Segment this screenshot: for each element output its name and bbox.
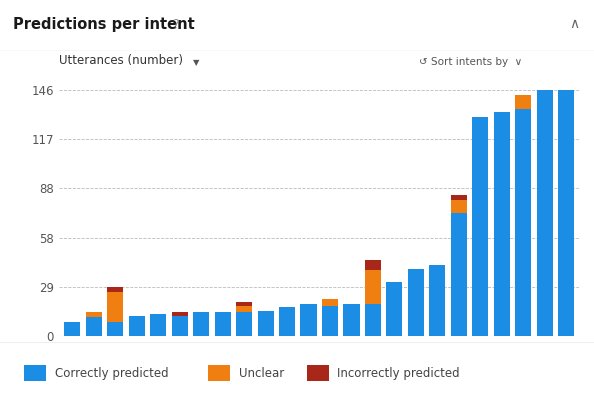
FancyBboxPatch shape (307, 365, 329, 381)
Bar (343, 304, 359, 336)
Bar (172, 315, 188, 336)
X-axis label: Intents (name): Intents (name) (273, 347, 365, 360)
Bar (386, 282, 403, 336)
Bar (172, 312, 188, 315)
Text: ?: ? (169, 18, 180, 31)
Text: ↺ Sort intents by  ∨: ↺ Sort intents by ∨ (419, 57, 523, 67)
Bar (322, 306, 338, 336)
Bar (86, 312, 102, 317)
Bar (408, 269, 424, 336)
Bar (107, 287, 124, 292)
Bar (429, 265, 446, 336)
Bar (515, 96, 532, 109)
Bar (537, 90, 553, 336)
Text: Utterances (number): Utterances (number) (59, 54, 184, 67)
Bar (258, 311, 274, 336)
Bar (558, 90, 574, 336)
Bar (451, 200, 467, 213)
Bar (365, 260, 381, 270)
Text: ∧: ∧ (569, 18, 579, 31)
Text: ▼: ▼ (193, 58, 200, 67)
Bar (129, 315, 145, 336)
Bar (64, 322, 80, 336)
Bar (451, 195, 467, 200)
Bar (107, 292, 124, 322)
FancyBboxPatch shape (24, 365, 46, 381)
Text: Predictions per intent: Predictions per intent (13, 17, 195, 32)
Bar (279, 307, 295, 336)
Bar (301, 304, 317, 336)
Text: Correctly predicted: Correctly predicted (55, 367, 168, 380)
Text: Unclear: Unclear (239, 367, 284, 380)
FancyBboxPatch shape (208, 365, 230, 381)
Bar (365, 304, 381, 336)
Bar (322, 299, 338, 306)
Bar (365, 270, 381, 304)
Bar (193, 312, 209, 336)
Bar (494, 112, 510, 336)
Bar (150, 314, 166, 336)
Bar (214, 312, 230, 336)
Bar (107, 322, 124, 336)
Bar (236, 302, 252, 306)
Text: Incorrectly predicted: Incorrectly predicted (337, 367, 460, 380)
Bar (236, 312, 252, 336)
Bar (515, 109, 532, 336)
Bar (86, 317, 102, 336)
Bar (236, 306, 252, 312)
Bar (451, 213, 467, 336)
Bar (472, 117, 488, 336)
